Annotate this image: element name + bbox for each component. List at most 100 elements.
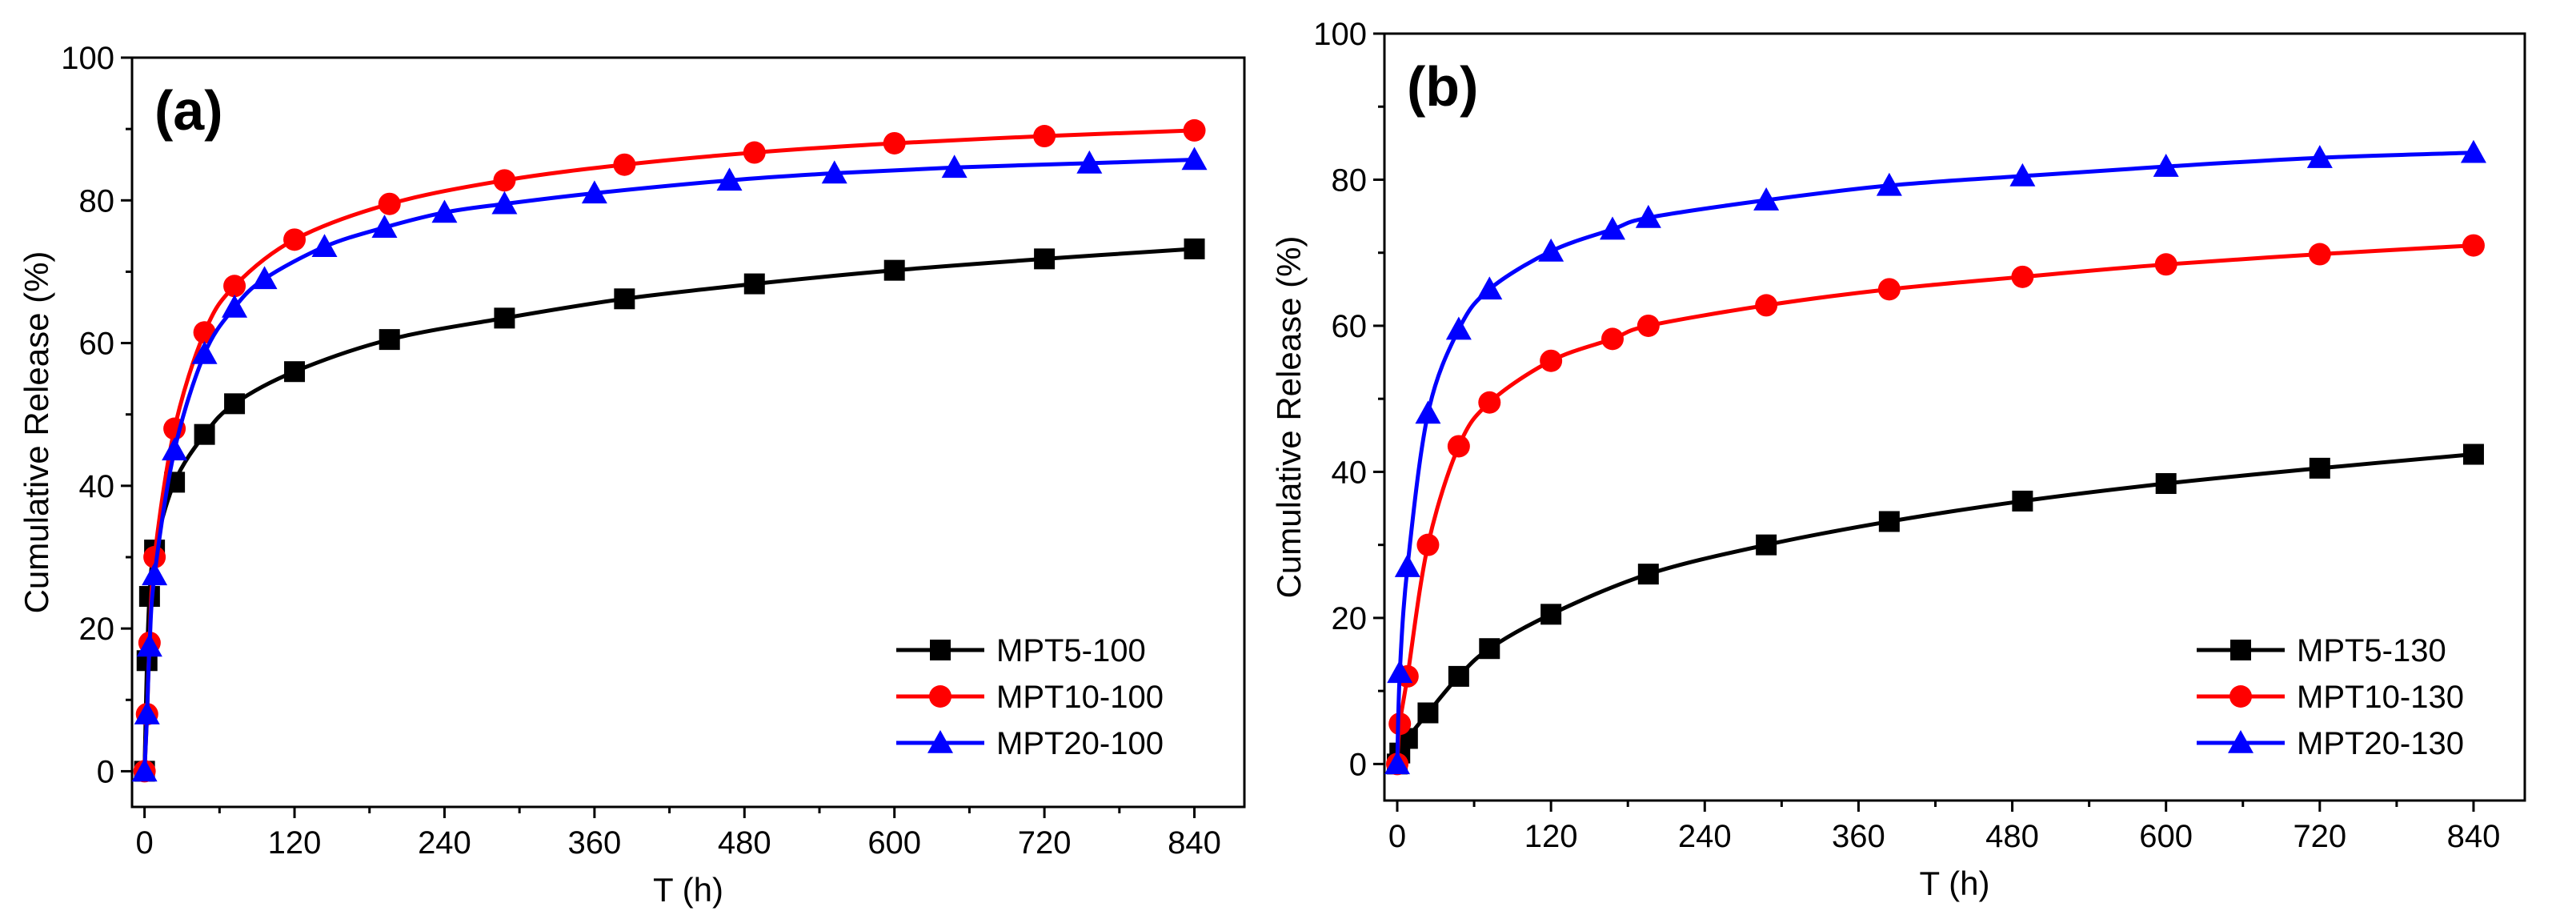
- chart-a-data-point: [941, 155, 968, 179]
- chart-b-data-point: [1416, 533, 1440, 556]
- chart-b-data-point: [1637, 314, 1660, 337]
- chart-b-y-tick-label: 0: [1349, 747, 1367, 782]
- chart-b-data-point: [1538, 238, 1564, 262]
- chart-a-data-point: [379, 329, 400, 351]
- chart-a-series-3: [131, 146, 1208, 782]
- chart-a-data-point: [1184, 238, 1205, 259]
- chart-a-y-tick-label: 60: [79, 327, 115, 362]
- chart-a-data-point: [222, 295, 248, 318]
- chart-a-data-point: [614, 288, 635, 310]
- chart-a-x-tick-label: 0: [135, 825, 153, 861]
- chart-a-x-axis-title: T (h): [653, 871, 723, 909]
- chart-b-x-tick-label: 720: [2293, 819, 2346, 854]
- chart-a-legend-label: MPT5-100: [996, 633, 1146, 668]
- chart-b-data-point: [1601, 327, 1624, 351]
- chart-b-data-point: [1878, 511, 1900, 532]
- chart-a-series-line: [142, 128, 1195, 772]
- chart-a-x-tick-label: 840: [1168, 825, 1221, 861]
- chart-a-data-point: [581, 180, 607, 204]
- chart-b-legend: MPT5-130 MPT10-130 MPT20-130: [2197, 633, 2464, 761]
- chart-b-y-tick-label: 100: [1313, 17, 1367, 52]
- chart-a-y-tick-label: 80: [79, 183, 115, 219]
- chart-b-data-point: [2462, 443, 2484, 465]
- chart-b-data-point: [1478, 391, 1501, 414]
- chart-a-data-point: [136, 633, 162, 657]
- chart-a-x-tick-label: 360: [567, 825, 621, 861]
- chart-b-data-point: [1448, 665, 1469, 687]
- chart-a: 0 120 240 360 480 600 720 840 0 20 40 60 80 100 T (h) C…: [18, 41, 1246, 909]
- chart-a-y-tick-label: 20: [79, 612, 115, 647]
- chart-b-y-tick-label: 60: [1332, 309, 1368, 344]
- chart-a-plot-frame: [130, 56, 1246, 809]
- chart-b-legend-marker: [2229, 685, 2252, 708]
- chart-b-data-point: [1540, 604, 1562, 625]
- chart-b-legend-marker: [2228, 730, 2253, 753]
- chart-a-data-point: [431, 199, 458, 223]
- chart-a-legend-marker: [927, 730, 953, 753]
- chart-b-legend-label: MPT20-130: [2297, 726, 2464, 761]
- chart-b-data-point: [2011, 265, 2034, 288]
- chart-b-y-tick-label: 40: [1332, 455, 1368, 490]
- chart-b-data-point: [1600, 216, 1625, 240]
- chart-b-data-point: [1753, 187, 1780, 211]
- chart-b-x-tick-label: 480: [1985, 819, 2039, 854]
- chart-a-x-tick-label: 720: [1018, 825, 1072, 861]
- chart-a-data-point: [194, 423, 215, 445]
- chart-b-x-tick-label: 240: [1678, 819, 1732, 854]
- chart-a-x-tick-label: 120: [268, 825, 322, 861]
- chart-b-data-point: [2012, 490, 2033, 512]
- chart-b-data-point: [1876, 172, 1902, 196]
- chart-a-data-point: [1183, 118, 1206, 142]
- chart-b-x-tick-label: 120: [1524, 819, 1578, 854]
- chart-a-data-point: [491, 191, 518, 215]
- chart-b-data-point: [2308, 243, 2331, 266]
- chart-b-x-tick-label: 0: [1388, 819, 1406, 854]
- chart-a-data-point: [378, 192, 401, 215]
- chart-a-panel-label: (a): [154, 79, 223, 142]
- chart-a-data-point: [283, 228, 306, 251]
- chart-a-data-point: [142, 562, 168, 586]
- chart-b-legend-label: MPT5-130: [2297, 633, 2446, 668]
- chart-a-data-point: [284, 361, 306, 383]
- chart-a-data-point: [743, 273, 765, 295]
- chart-b-y-tick-label: 20: [1332, 601, 1368, 636]
- chart-b-data-point: [1877, 278, 1901, 301]
- chart-b-x-tick-label: 360: [1832, 819, 1885, 854]
- chart-b-data-point: [1635, 204, 1661, 228]
- chart-a-data-point: [311, 234, 338, 258]
- chart-b-data-point: [1445, 316, 1472, 340]
- chart-b-data-point: [1447, 435, 1470, 458]
- chart-b-y-axis-title: Cumulative Release (%): [1270, 236, 1308, 599]
- chart-b-legend-label: MPT10-130: [2297, 680, 2464, 715]
- chart-a-y-axis-title: Cumulative Release (%): [18, 251, 55, 614]
- chart-a-data-point: [493, 169, 516, 192]
- chart-a-data-point: [191, 340, 218, 364]
- chart-b-data-point: [2155, 473, 2177, 495]
- chart-b-series-2: [1386, 234, 2485, 776]
- chart-a-y-tick-label: 100: [61, 41, 114, 76]
- chart-b-data-point: [1755, 294, 1778, 317]
- chart-a-y-tick-label: 40: [79, 469, 115, 504]
- chart-a-data-point: [743, 141, 766, 164]
- chart-a-data-point: [494, 307, 515, 329]
- chart-b-x-tick-label: 840: [2447, 819, 2501, 854]
- chart-a-legend-label: MPT10-100: [996, 680, 1164, 715]
- chart-a-data-point: [821, 160, 847, 184]
- chart-b-data-point: [2306, 145, 2333, 168]
- chart-a-legend: MPT5-100 MPT10-100 MPT20-100: [896, 633, 1164, 761]
- chart-a-data-point: [1034, 248, 1056, 270]
- chart-a-x-tick-label: 480: [718, 825, 771, 861]
- chart-b-data-point: [1417, 702, 1439, 724]
- chart-b-data-point: [2462, 234, 2485, 257]
- chart-b-panel-label: (b): [1407, 55, 1478, 118]
- chart-a-data-point: [1181, 146, 1208, 171]
- chart-b: 0 120 240 360 480 600 720 840 0 20 40 60 80 100 T (h) C…: [1270, 17, 2526, 902]
- chart-a-data-point: [131, 758, 158, 782]
- chart-a-data-point: [1033, 125, 1056, 148]
- chart-a-data-point: [143, 546, 166, 568]
- chart-a-data-point: [1076, 150, 1103, 174]
- chart-b-x-axis-title: T (h): [1920, 865, 1990, 902]
- chart-b-legend-marker: [2230, 640, 2251, 660]
- chart-a-data-point: [162, 437, 188, 461]
